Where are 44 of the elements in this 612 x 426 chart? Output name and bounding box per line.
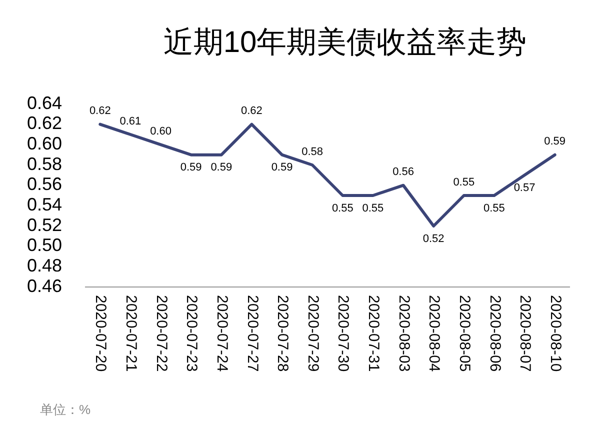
x-tick-label: 2020-07-30 [334,295,352,372]
y-tick-label: 0.46 [26,276,62,296]
y-tick-label: 0.62 [26,113,62,134]
y-tick-label: 0.64 [26,92,62,113]
x-tick-label: 2020-08-10 [546,295,564,372]
x-tick-label: 2020-08-04 [426,295,443,372]
title: 近期10年期美债收益率走势 [163,26,527,59]
data-label: 0.59 [210,162,232,174]
data-label: 0.55 [362,202,384,214]
data-label: 0.56 [392,166,414,178]
y-tick-label: 0.56 [26,174,62,194]
x-tick-label: 2020-08-05 [456,295,473,372]
x-tick-label: 2020-07-29 [304,295,322,372]
x-tick-label: 2020-07-21 [122,295,140,372]
x-tick-label: 2020-07-22 [152,295,170,372]
x-tick-label: 2020-08-07 [516,295,534,372]
data-label: 0.55 [484,202,505,214]
x-tick-label: 2020-07-28 [274,295,292,372]
x-tick-label: 2020-07-23 [183,295,200,372]
y-tick-label: 0.54 [26,194,62,214]
y-tick-label: 0.60 [26,133,62,154]
x-tick-label: 2020-08-06 [486,295,504,372]
y-tick-label: 0.58 [26,154,62,174]
data-label: 0.59 [271,162,293,174]
text: 单位：% [40,402,91,417]
data-label: 0.61 [120,115,142,128]
data-label: 0.62 [89,105,111,118]
data-label: 0.52 [422,232,444,245]
y-tick-label: 0.52 [26,214,62,235]
data-label: 0.59 [544,136,566,148]
data-label: 0.62 [241,105,262,118]
x-tick-label: 2020-07-20 [92,295,110,372]
y-tick-label: 0.50 [26,235,62,256]
data-label: 0.60 [150,126,172,138]
y-tick-label: 0.48 [26,255,62,276]
x-tick-label: 2020-08-03 [395,295,412,372]
data-label: 0.55 [332,202,354,214]
data-label: 0.59 [180,162,202,174]
x-tick-label: 2020-07-24 [213,295,230,372]
data-label: 0.55 [453,176,475,188]
x-tick-label: 2020-07-27 [244,295,261,372]
data-label: 0.57 [514,182,536,194]
data-label: 0.58 [302,146,324,158]
x-tick-label: 2020-07-31 [365,295,382,372]
